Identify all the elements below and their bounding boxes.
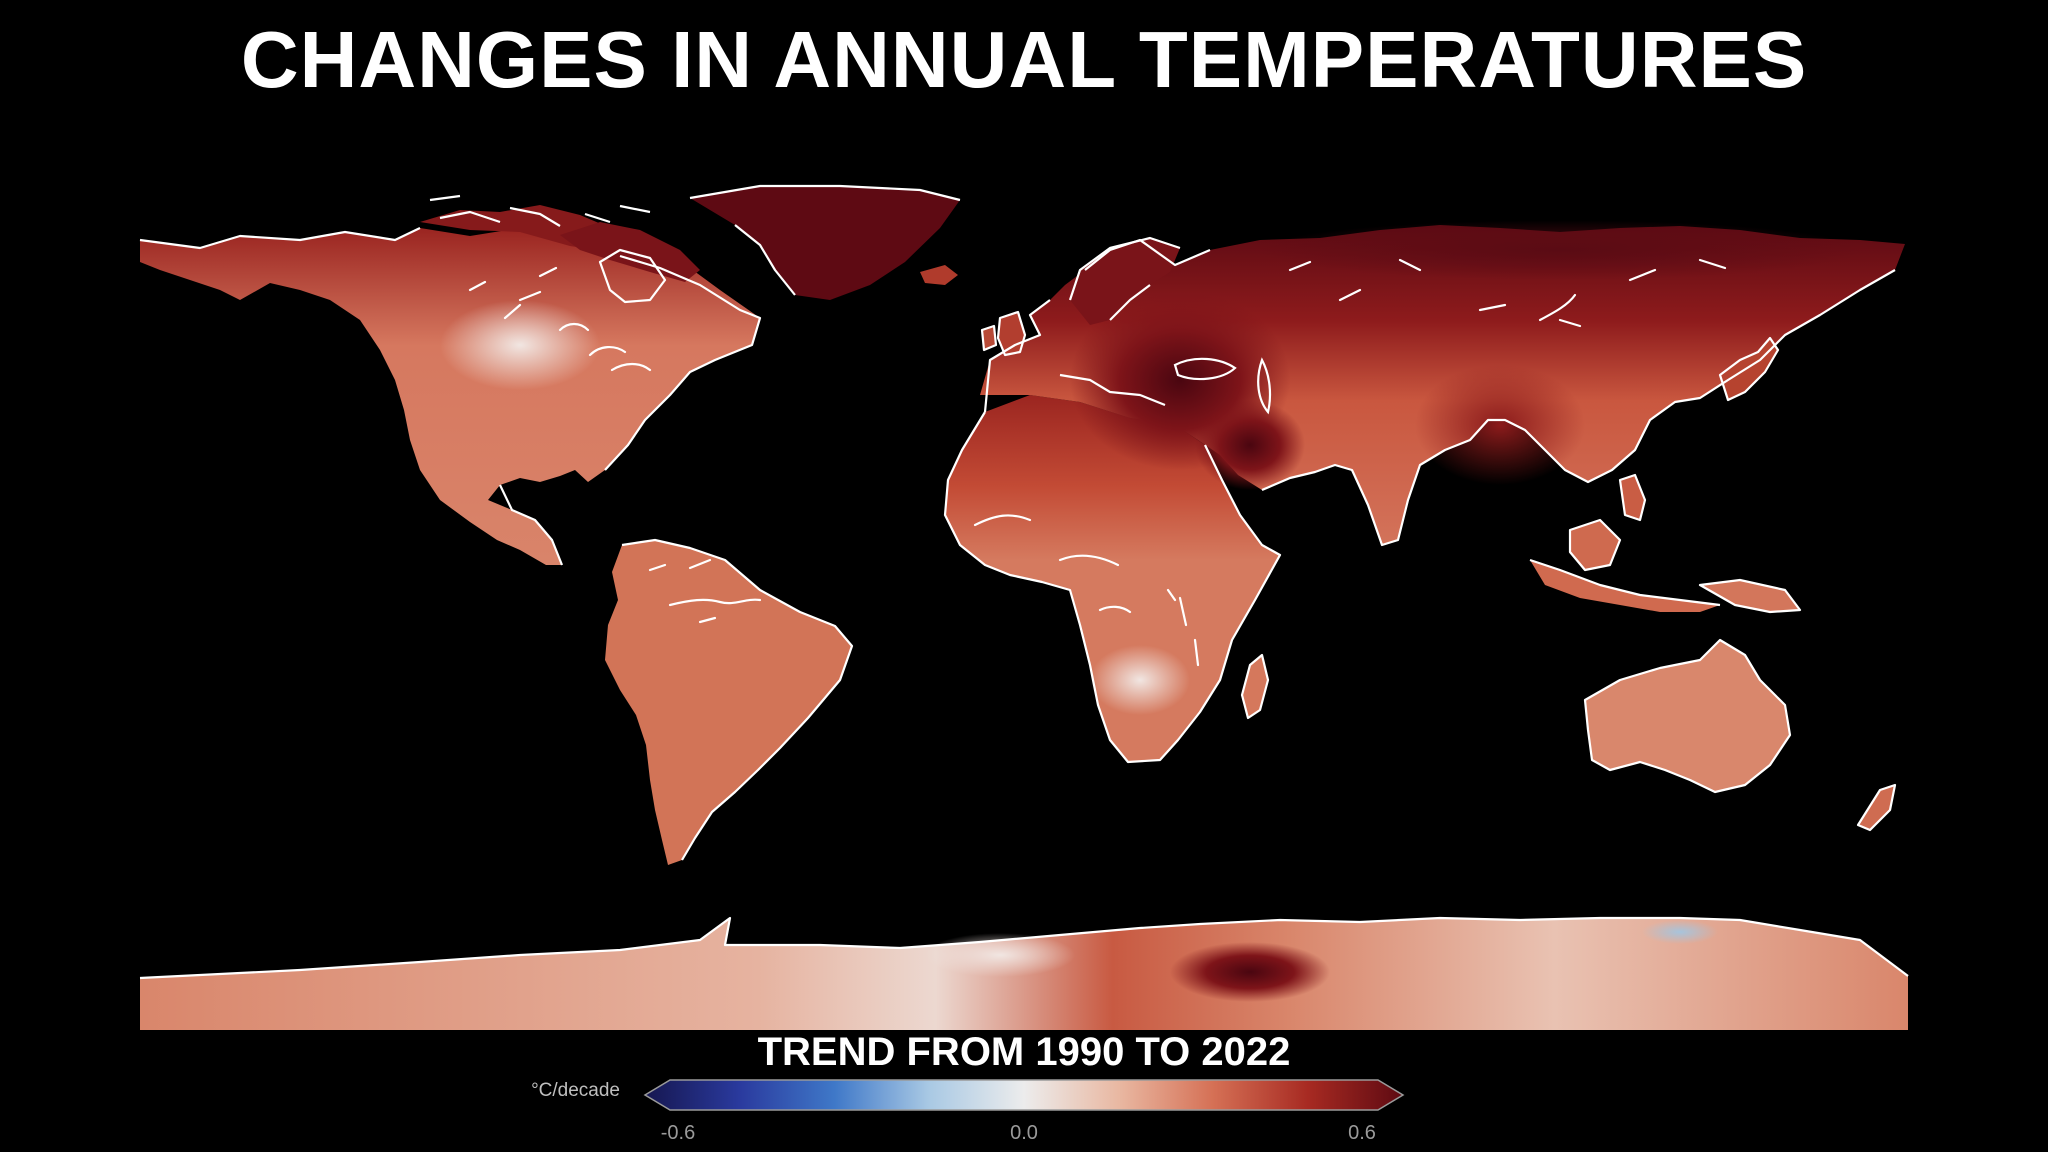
hot-spot-antarctica bbox=[1170, 942, 1330, 1002]
hot-spot-middle-east bbox=[1195, 400, 1305, 490]
africa-lakes bbox=[1098, 588, 1200, 667]
coastline-arctic-islands bbox=[429, 194, 651, 227]
niger-river bbox=[973, 514, 1032, 527]
coastline-greenland bbox=[689, 184, 961, 296]
land-borneo bbox=[1570, 520, 1620, 570]
caspian-sea bbox=[1257, 357, 1272, 415]
legend-title: TREND FROM 1990 TO 2022 bbox=[757, 1030, 1291, 1074]
black-sea bbox=[1173, 357, 1237, 381]
land-ireland bbox=[982, 326, 996, 350]
hot-spot-siberia bbox=[1260, 220, 1860, 280]
coastline-british-isles bbox=[980, 310, 1027, 357]
legend-unit-label: °C/decade bbox=[531, 1080, 620, 1101]
coastline-asia bbox=[1261, 269, 1896, 547]
coastline-japan bbox=[1718, 336, 1780, 402]
colorbar-tick-max: 0.6 bbox=[1348, 1122, 1376, 1144]
land-africa bbox=[945, 395, 1280, 762]
south-america-rivers bbox=[648, 558, 717, 624]
coastline-madagascar bbox=[1240, 653, 1270, 720]
land-new-zealand bbox=[1858, 785, 1895, 830]
coastline-africa bbox=[943, 411, 1282, 764]
map-title: CHANGES IN ANNUAL TEMPERATURES bbox=[240, 15, 1808, 104]
congo-river bbox=[1058, 554, 1120, 567]
land-japan bbox=[1720, 338, 1778, 400]
cool-spot-southern-africa bbox=[1090, 645, 1190, 715]
asia-rivers bbox=[1288, 258, 1727, 328]
hot-spot-china bbox=[1415, 365, 1585, 485]
cool-spot-north-america bbox=[440, 300, 600, 390]
blue-spot-antarctica bbox=[1642, 920, 1718, 944]
great-lakes bbox=[558, 322, 652, 372]
coastline-southeast-asia-islands bbox=[1529, 473, 1802, 614]
land-australia bbox=[1585, 640, 1790, 792]
colorbar-tick-mid: 0.0 bbox=[1010, 1122, 1038, 1144]
lakes-canada bbox=[468, 266, 558, 320]
land-indonesia bbox=[1530, 560, 1720, 612]
coastline-scandinavia bbox=[1068, 236, 1181, 321]
colorbar-tick-min: -0.6 bbox=[660, 1122, 696, 1144]
coastline-north-america bbox=[139, 227, 762, 566]
coastline-south-america bbox=[621, 538, 854, 861]
lake-baikal bbox=[1538, 293, 1577, 322]
coastline-antarctica bbox=[139, 916, 1909, 980]
coastline-new-zealand bbox=[1856, 783, 1897, 832]
amazon-river bbox=[668, 598, 762, 607]
coastline-hudson-bay bbox=[598, 248, 667, 304]
land-south-america bbox=[605, 540, 852, 865]
land-iceland bbox=[920, 265, 958, 285]
land-north-america bbox=[140, 228, 760, 565]
land-greenland bbox=[690, 186, 960, 300]
coastline-australia bbox=[1583, 638, 1792, 794]
